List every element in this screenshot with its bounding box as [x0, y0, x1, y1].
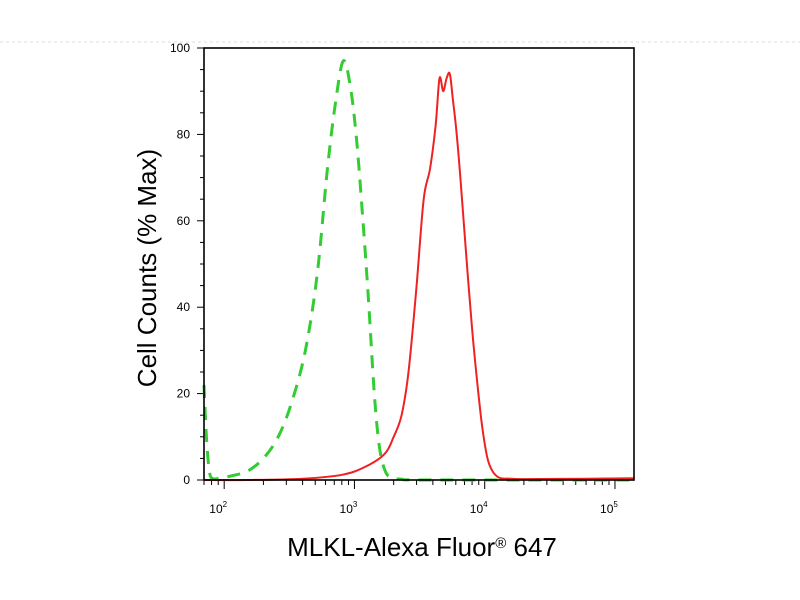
x-tick-label: 104	[470, 500, 488, 516]
x-axis-title-main: MLKL-Alexa Fluor	[287, 532, 495, 562]
y-tick-label: 20	[177, 387, 191, 401]
registered-mark: ®	[495, 535, 506, 552]
x-axis-title-suffix: 647	[506, 532, 557, 562]
y-tick-label: 40	[177, 300, 191, 314]
y-tick-label: 60	[177, 214, 191, 228]
y-tick-label: 100	[170, 41, 190, 55]
x-tick-label: 103	[340, 500, 358, 516]
y-tick-label: 80	[177, 127, 191, 141]
x-tick-label: 105	[600, 500, 618, 516]
axis-ticks	[197, 47, 616, 489]
y-axis-title: Cell Counts (% Max)	[132, 149, 162, 387]
control-histogram-line	[202, 59, 634, 482]
series-layer	[202, 59, 635, 482]
tick-labels: 0 20 40 60 80 100 102 103 104 105	[170, 41, 618, 516]
mlkl-histogram-line	[203, 71, 635, 482]
x-axis-title: MLKL-Alexa Fluor® 647	[287, 532, 557, 562]
plot-frame	[203, 47, 635, 481]
x-tick-label: 102	[209, 500, 227, 516]
y-tick-label: 0	[183, 473, 190, 487]
